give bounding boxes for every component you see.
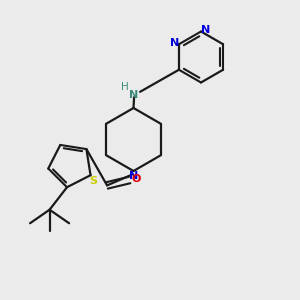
Text: N: N	[129, 171, 138, 182]
Text: N: N	[170, 38, 179, 48]
Text: O: O	[131, 174, 141, 184]
Text: S: S	[89, 176, 97, 186]
Text: N: N	[130, 89, 139, 100]
Text: N: N	[201, 25, 210, 35]
Text: H: H	[121, 82, 129, 92]
